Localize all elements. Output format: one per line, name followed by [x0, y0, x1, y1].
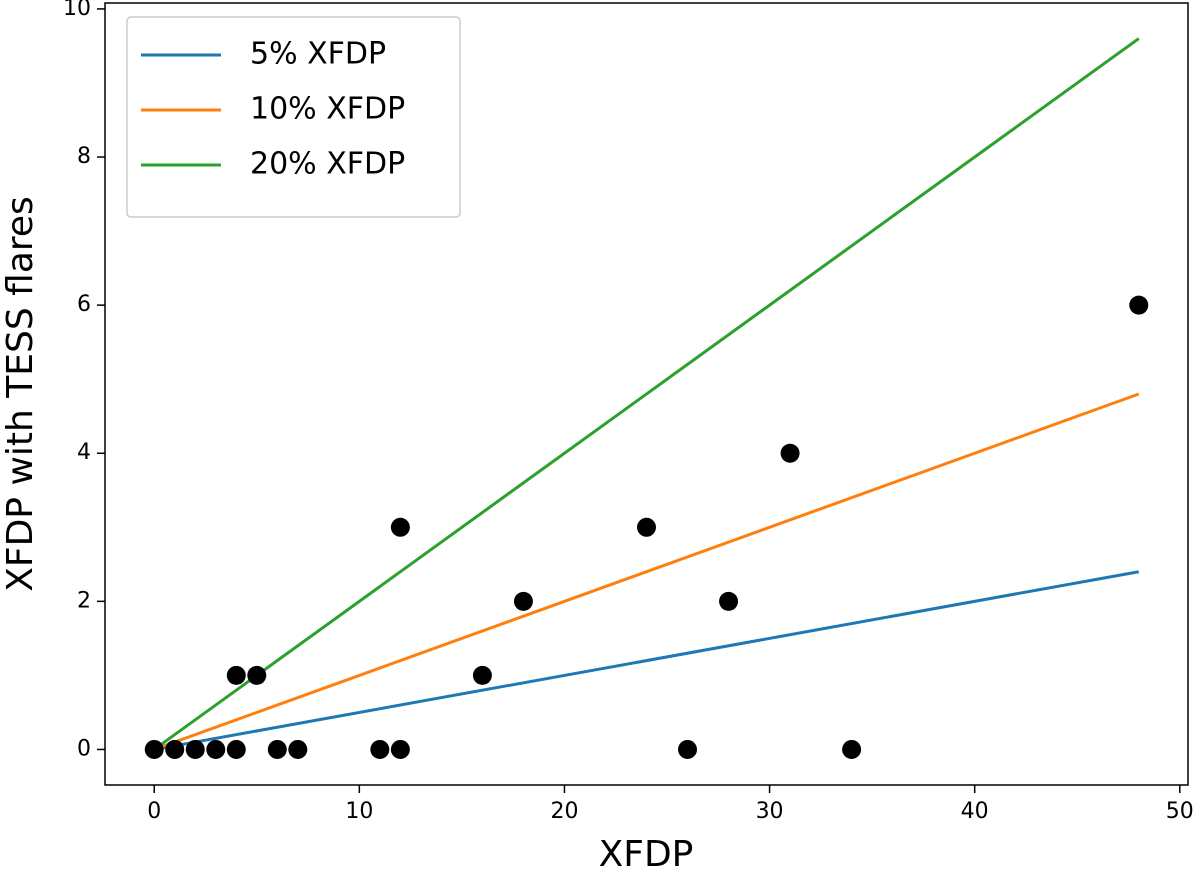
line — [153, 570, 1140, 751]
point — [390, 517, 410, 537]
point — [678, 739, 698, 759]
plot-frame — [104, 2, 1189, 786]
point — [370, 739, 390, 759]
point — [390, 739, 410, 759]
point — [288, 739, 308, 759]
legend-box — [126, 16, 461, 218]
x-tick-label: 20 — [550, 799, 578, 824]
x-tick-label: 50 — [1166, 799, 1194, 824]
point — [267, 739, 287, 759]
x-tick-label: 0 — [147, 799, 161, 824]
x-tick-label: 10 — [345, 799, 373, 824]
point — [1129, 295, 1149, 315]
y-axis-label: XFDP with TESS flares — [0, 196, 41, 592]
point — [842, 739, 862, 759]
y-tick-label: 8 — [77, 144, 91, 169]
point — [719, 591, 739, 611]
y-tick-label: 10 — [63, 0, 91, 21]
y-tick-label: 6 — [77, 292, 91, 317]
point — [226, 665, 246, 685]
line — [153, 392, 1140, 751]
point — [206, 739, 226, 759]
point — [637, 517, 656, 537]
y-tick-label: 2 — [77, 588, 91, 613]
legend-label: 10% XFDP — [250, 92, 405, 127]
y-tick-label: 0 — [77, 736, 91, 761]
point — [144, 739, 164, 759]
x-tick-label: 30 — [756, 799, 784, 824]
point — [780, 443, 800, 463]
x-axis-label: XFDP — [599, 834, 694, 875]
point — [472, 665, 492, 685]
x-tick-label: 40 — [961, 799, 989, 824]
point — [165, 739, 185, 759]
point — [185, 739, 205, 759]
line — [153, 37, 1140, 751]
point — [226, 739, 246, 759]
point — [513, 591, 533, 611]
legend-label: 20% XFDP — [250, 147, 405, 182]
y-tick-label: 4 — [77, 440, 91, 465]
point — [247, 665, 267, 685]
legend-label: 5% XFDP — [250, 37, 386, 72]
